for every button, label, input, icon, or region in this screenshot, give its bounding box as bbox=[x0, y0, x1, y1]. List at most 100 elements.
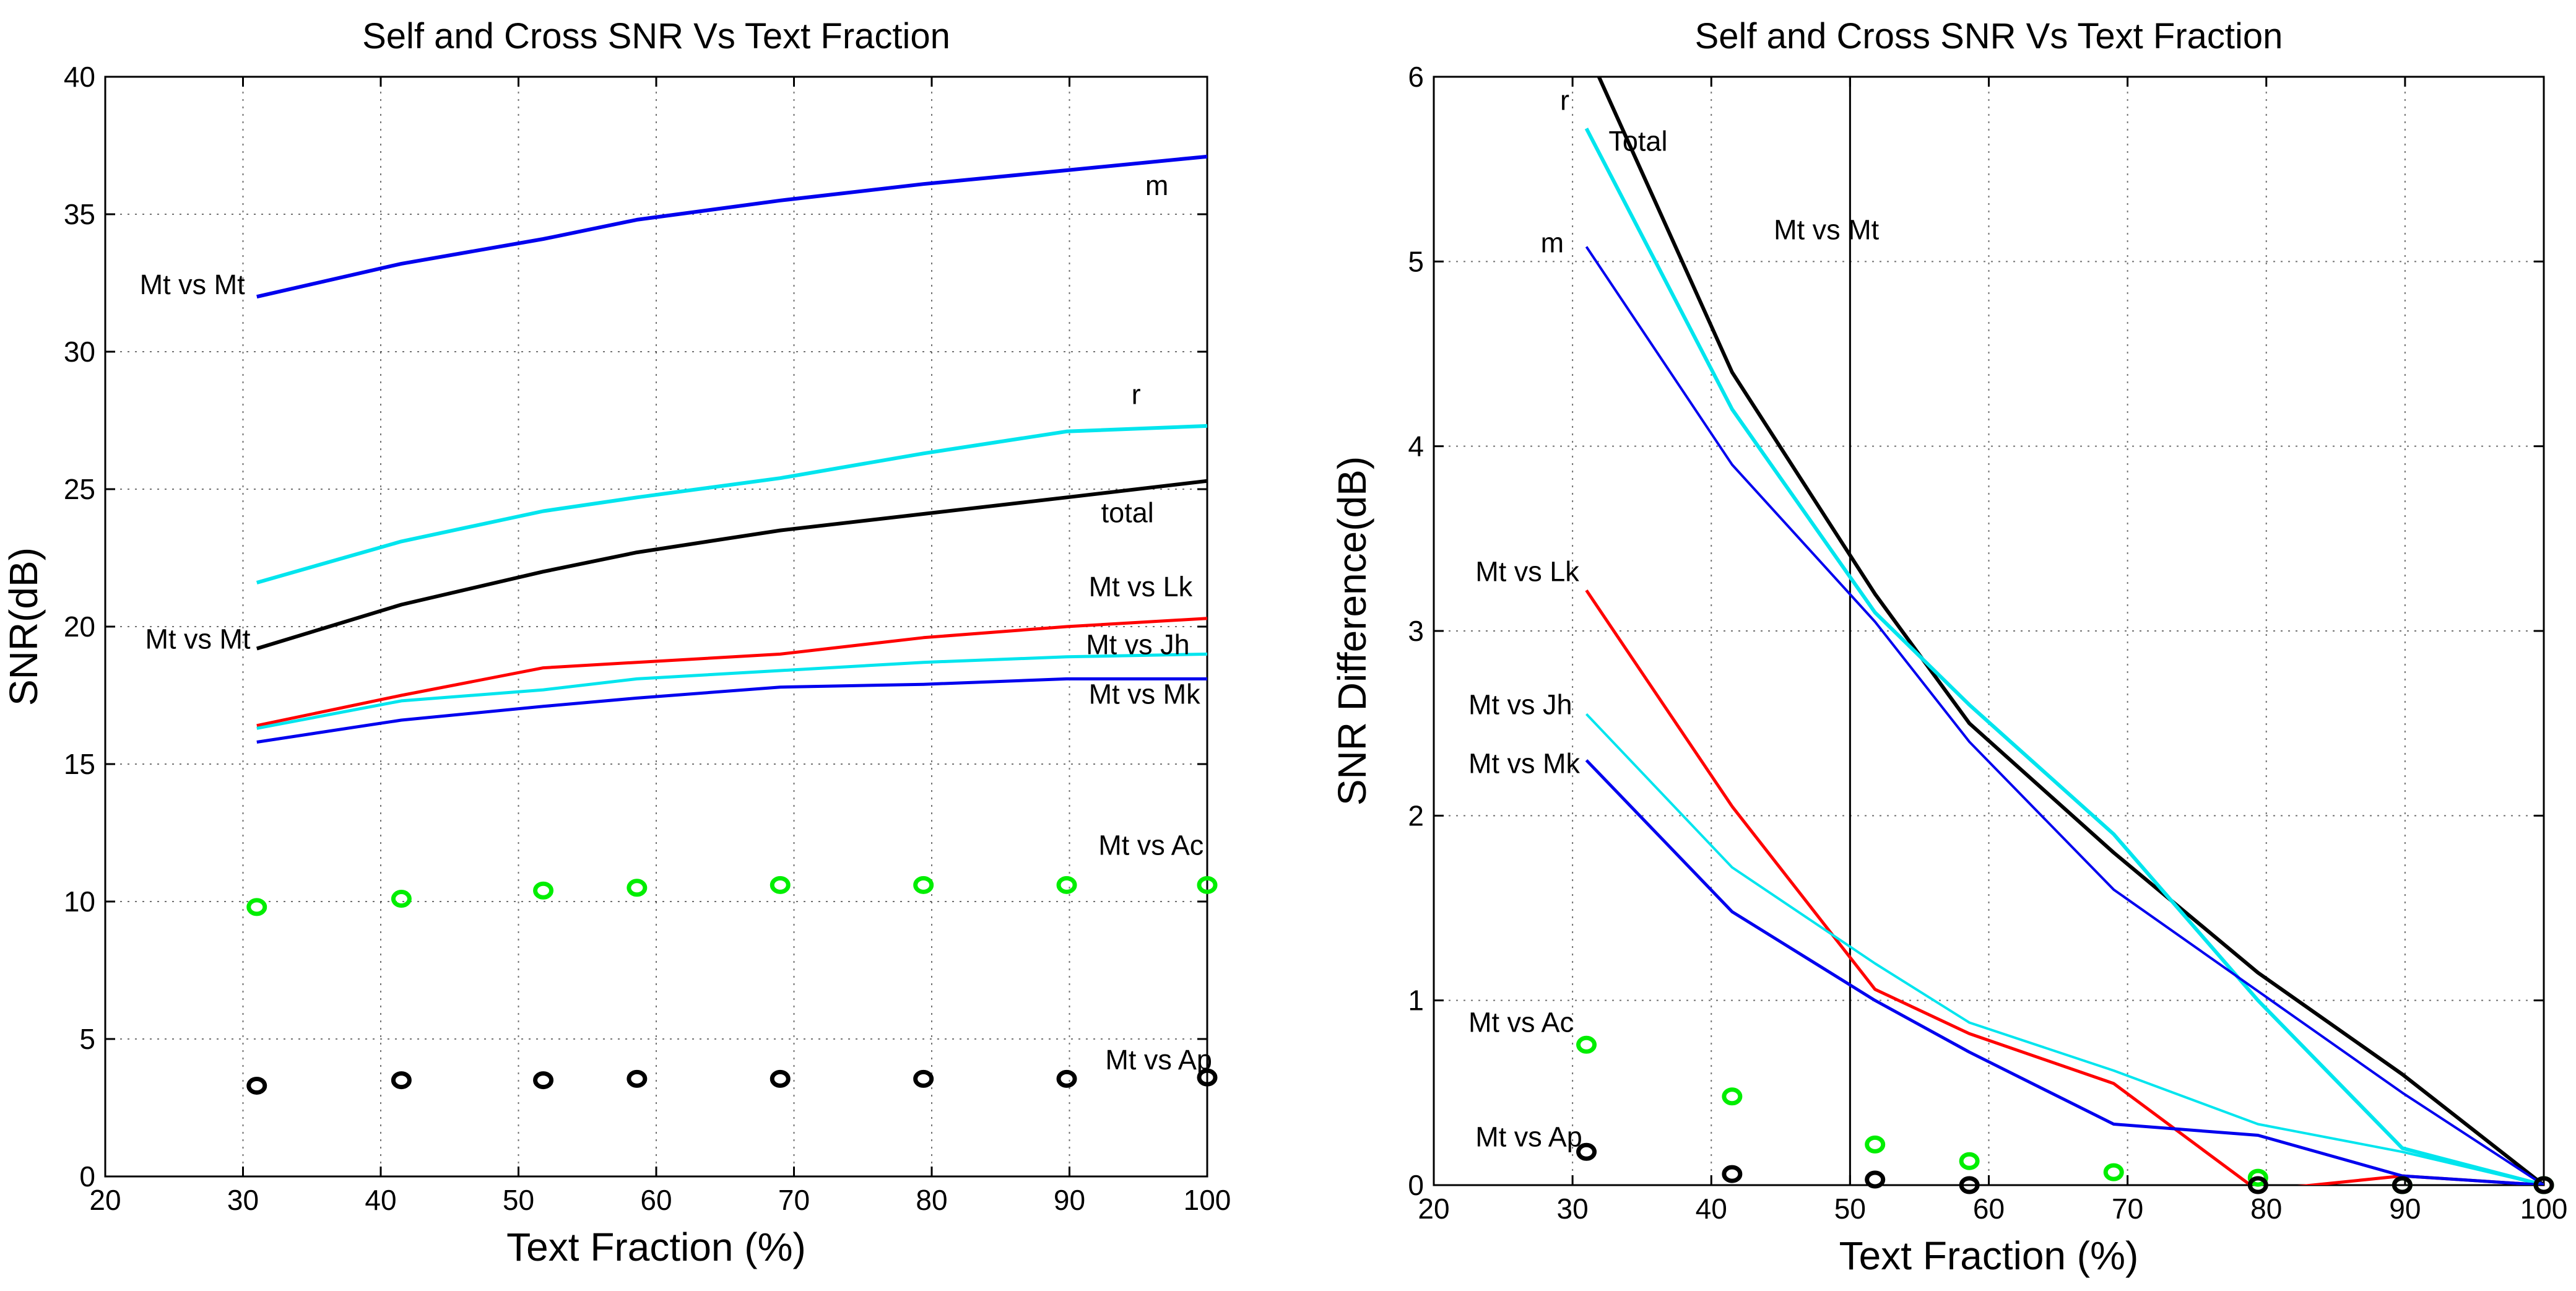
chart-1-annotation-mt-vs-mt: Mt vs Mt bbox=[1774, 214, 1879, 246]
chart-0-y-tick-label: 25 bbox=[64, 473, 95, 505]
chart-0-series-mt-vs-mk-5-line bbox=[256, 677, 1207, 744]
chart-0-series-mt-vs-ac-6-point bbox=[913, 876, 934, 894]
chart-0-annotation-mt-vs-ac: Mt vs Ac bbox=[1098, 830, 1203, 861]
chart-0-y-tick-label: 40 bbox=[64, 61, 95, 93]
chart-0-annotation-mt-vs-jh: Mt vs Jh bbox=[1086, 628, 1190, 660]
chart-0-series-mt-vs-ap-7-point bbox=[913, 1069, 934, 1088]
chart-0-annotation-mt-vs-mt: Mt vs Mt bbox=[145, 624, 251, 655]
chart-0-y-tick-label: 5 bbox=[79, 1023, 95, 1055]
chart-0-series-mt-vs-ac-6-point bbox=[391, 890, 412, 908]
chart-1-series-mt-vs-lk-3-line bbox=[1585, 589, 2544, 1185]
chart-1-x-tick-label: 100 bbox=[2520, 1193, 2568, 1225]
chart-1-y-tick-label: 0 bbox=[1408, 1169, 1424, 1201]
chart-1-annotation-mt-vs-mk: Mt vs Mk bbox=[1468, 748, 1580, 780]
chart-0-y-tick-label: 0 bbox=[79, 1160, 95, 1193]
chart-0-x-tick-label: 20 bbox=[89, 1184, 121, 1216]
chart-0-x-tick-label: 60 bbox=[640, 1184, 672, 1216]
chart-1-y-tick-label: 5 bbox=[1408, 245, 1424, 277]
chart-1-series-mt-vs-ap-7-point bbox=[2533, 1176, 2554, 1194]
chart-1-series-mt-vs-ac-6-point bbox=[2103, 1163, 2124, 1181]
chart-1-x-tick-label: 70 bbox=[2112, 1193, 2143, 1225]
chart-1-annotation-mt-vs-jh: Mt vs Jh bbox=[1468, 689, 1572, 720]
chart-1-annotation-total: Total bbox=[1608, 125, 1667, 157]
chart-1-series-mt-vs-ap-7-point bbox=[1865, 1170, 1886, 1189]
chart-0-x-tick-label: 50 bbox=[503, 1184, 534, 1216]
chart-1-y-tick-label: 1 bbox=[1408, 985, 1424, 1017]
chart-0-series-mt-vs-lk-3-line bbox=[256, 617, 1207, 728]
chart-0-series-mt-vs-ac-6-point bbox=[533, 881, 554, 900]
chart-0-series-mt-vs-ap-7-point bbox=[627, 1069, 648, 1088]
chart-0-x-tick-label: 40 bbox=[365, 1184, 396, 1216]
chart-0-annotation-m: m bbox=[1145, 170, 1169, 201]
chart-1-series-mt-vs-ap-7-point bbox=[1959, 1176, 1980, 1194]
chart-1-annotation-mt-vs-ap: Mt vs Ap bbox=[1475, 1121, 1582, 1152]
chart-1-y-tick-label: 6 bbox=[1408, 61, 1424, 93]
chart-0-x-tick-label: 30 bbox=[227, 1184, 259, 1216]
chart-0-series-mt-vs-ap-7-point bbox=[533, 1071, 554, 1090]
chart-0-series-mt-vs-ac-6-point bbox=[1056, 876, 1077, 894]
chart-1-series-mt-vs-ac-6-point bbox=[1865, 1135, 1886, 1154]
chart-1-series-mt-vs-jh-4-line bbox=[1585, 713, 2544, 1185]
chart-0-x-tick-label: 90 bbox=[1054, 1184, 1085, 1216]
chart-0-annotation-r: r bbox=[1132, 378, 1141, 410]
chart-0-annotation-mt-vs-mt: Mt vs Mt bbox=[140, 269, 245, 300]
chart-1-series-mt-vs-ac-6-point bbox=[1722, 1087, 1743, 1106]
chart-1-series-mt-vs-mk-5-line bbox=[1585, 759, 2544, 1185]
chart-0-annotation-total: total bbox=[1101, 497, 1154, 528]
chart-0-y-tick-label: 20 bbox=[64, 611, 95, 643]
chart-1-x-axis-label: Text Fraction (%) bbox=[1839, 1233, 2139, 1278]
chart-0-y-tick-label: 30 bbox=[64, 336, 95, 368]
chart-1-x-tick-label: 80 bbox=[2250, 1193, 2282, 1225]
chart-0-annotation-mt-vs-ap: Mt vs Ap bbox=[1105, 1044, 1212, 1076]
chart-0-series-group bbox=[256, 154, 1207, 744]
chart-1-x-tick-label: 60 bbox=[1973, 1193, 2005, 1225]
chart-1-plot-area bbox=[1433, 76, 2545, 1186]
chart-1-series-mt-vs-ap-7-point bbox=[2247, 1176, 2268, 1194]
chart-0-y-axis-label: SNR(dB) bbox=[1, 547, 46, 706]
chart-1-series-total-0-line bbox=[1597, 77, 2544, 1185]
chart-0-x-axis-label: Text Fraction (%) bbox=[506, 1225, 806, 1269]
chart-0-series-mt-vs-ap-7-point bbox=[770, 1069, 791, 1088]
chart-1-series-r-1-line bbox=[1584, 128, 2544, 1185]
chart-0-annotation-mt-vs-lk: Mt vs Lk bbox=[1089, 571, 1193, 602]
chart-1-x-tick-label: 40 bbox=[1696, 1193, 1727, 1225]
chart-0-series-mt-vs-ac-6-point bbox=[1197, 876, 1218, 894]
chart-0-series-r-1-line bbox=[256, 424, 1207, 585]
chart-0-series-mt-vs-ac-6-point bbox=[770, 876, 791, 894]
chart-1-y-tick-label: 2 bbox=[1408, 799, 1424, 832]
chart-1-title: Self and Cross SNR Vs Text Fraction bbox=[1695, 16, 2283, 56]
chart-0-series-mt-vs-ac-6-point bbox=[627, 879, 648, 897]
chart-1-annotation-mt-vs-ac: Mt vs Ac bbox=[1468, 1006, 1574, 1038]
chart-0-series-mt-vs-ap-7-point bbox=[1197, 1068, 1218, 1087]
chart-0-x-tick-label: 70 bbox=[778, 1184, 810, 1216]
chart-1-y-tick-label: 3 bbox=[1408, 615, 1424, 647]
chart-1-annotation-mt-vs-lk: Mt vs Lk bbox=[1475, 555, 1579, 587]
chart-snr-difference: 20 30 40 50 60 70 80 90 100 0 1 2 3 4 5 6 r Total Mt vs Mt… bbox=[1330, 16, 2567, 1278]
chart-1-x-tick-label: 90 bbox=[2389, 1193, 2421, 1225]
chart-1-y-axis-label: SNR Difference(dB) bbox=[1330, 456, 1374, 806]
chart-1-annotation-m: m bbox=[1541, 227, 1564, 258]
chart-1-x-tick-label: 30 bbox=[1557, 1193, 1589, 1225]
chart-0-series-mt-vs-jh-4-line bbox=[256, 652, 1207, 730]
chart-1-series-mt-vs-ap-7-point bbox=[1576, 1142, 1597, 1161]
chart-1-series-mt-vs-ac-6-point bbox=[1576, 1035, 1597, 1054]
chart-0-series-mt-vs-ac-6-point bbox=[246, 898, 267, 916]
chart-0-series-mt-vs-ap-7-point bbox=[1056, 1069, 1077, 1088]
chart-1-series-group bbox=[1584, 77, 2544, 1185]
chart-0-series-mt-vs-ap-7-point bbox=[246, 1076, 267, 1095]
chart-1-series-mt-vs-ap-7-point bbox=[2392, 1176, 2413, 1194]
chart-1-x-tick-label: 20 bbox=[1418, 1193, 1449, 1225]
chart-1-series-mt-vs-ac-6-point bbox=[2247, 1168, 2268, 1187]
chart-0-title: Self and Cross SNR Vs Text Fraction bbox=[362, 16, 950, 56]
chart-0-series-mt-vs-ap-7-point bbox=[391, 1071, 412, 1090]
chart-1-annotation-r: r bbox=[1560, 85, 1569, 116]
chart-0-y-tick-label: 15 bbox=[64, 748, 95, 780]
chart-1-series-m-2-line bbox=[1585, 246, 2544, 1185]
chart-0-series-total-2-line bbox=[256, 479, 1207, 651]
chart-1-x-tick-label: 50 bbox=[1834, 1193, 1866, 1225]
chart-0-y-tick-label: 35 bbox=[64, 198, 95, 230]
chart-1-series-mt-vs-ap-7-point bbox=[1722, 1165, 1743, 1183]
chart-0-x-tick-label: 80 bbox=[916, 1184, 947, 1216]
chart-0-annotation-mt-vs-mk: Mt vs Mk bbox=[1089, 678, 1200, 710]
